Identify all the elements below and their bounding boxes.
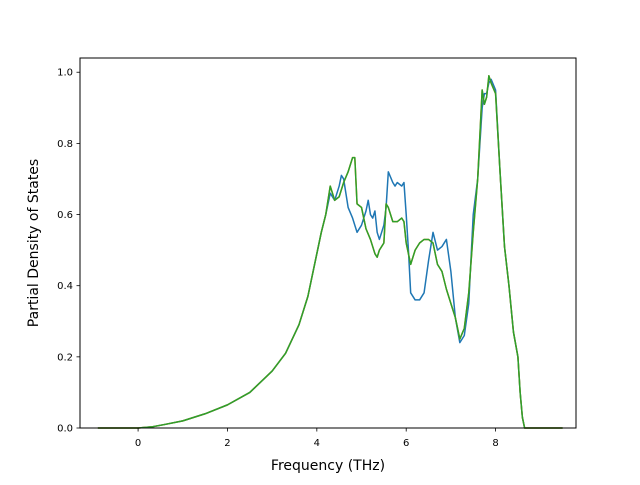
y-tick-label: 0.4: [57, 281, 73, 292]
series-line-3: [97, 75, 563, 429]
y-tick-label: 0.0: [57, 424, 73, 435]
plot-frame: [79, 57, 577, 429]
y-axis-label: Partial Density of States: [26, 159, 42, 327]
plot-area: [80, 58, 576, 428]
x-axis-label: Frequency (THz): [271, 458, 385, 474]
x-tick-label: 4: [314, 438, 320, 449]
x-tick-label: 8: [492, 438, 498, 449]
tick-layer: 0 2 4 6 8 0.0 0.2 0.4 0.6 0.8 1.0: [57, 68, 499, 449]
y-tick-label: 0.2: [57, 352, 73, 363]
x-tick-label: 6: [403, 438, 409, 449]
y-tick-label: 0.8: [57, 139, 73, 150]
x-tick-label: 0: [135, 438, 141, 449]
x-tick-label: 2: [224, 438, 230, 449]
series-layer: [97, 75, 563, 429]
y-tick-label: 1.0: [57, 68, 73, 79]
y-tick-label: 0.6: [57, 210, 73, 221]
